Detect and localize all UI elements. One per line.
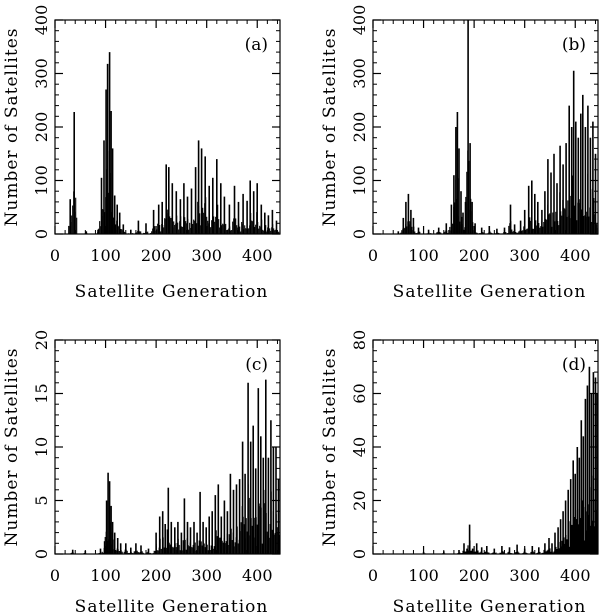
- y-axis-title: Number of Satellites: [2, 348, 22, 547]
- panel-c: 0 100 200 300 400 0 5 10 15 20 (c) Satellite Genera…: [2, 330, 281, 616]
- x-tick-label: 0: [50, 246, 60, 265]
- y-tick-label: 200: [350, 112, 369, 143]
- y-tick-label: 20: [32, 330, 51, 350]
- x-tick-label: 0: [50, 566, 60, 585]
- x-tick-label: 400: [242, 566, 273, 585]
- x-tick-label: 300: [191, 246, 222, 265]
- x-axis-title: Satellite Generation: [75, 597, 269, 616]
- x-tick-label: 300: [509, 246, 540, 265]
- x-tick-label: 100: [408, 566, 439, 585]
- x-tick-label: 100: [90, 566, 121, 585]
- y-axis: 0 20 40 60 80: [350, 330, 598, 559]
- x-axis-title: Satellite Generation: [393, 597, 587, 616]
- panel-label: (b): [562, 35, 586, 55]
- y-tick-label: 10: [32, 437, 51, 457]
- panel-a: 0 100 200 300 400 0 100 200 300 400 (a) Satellite G…: [2, 5, 281, 302]
- y-tick-label: 0: [32, 229, 51, 239]
- y-tick-label: 400: [350, 5, 369, 36]
- x-axis: 0 100 200 300 400: [368, 340, 596, 585]
- y-axis-title: Number of Satellites: [320, 28, 340, 227]
- x-axis: 0 100 200 300 400: [368, 20, 596, 265]
- y-axis-title: Number of Satellites: [2, 28, 22, 227]
- bars: [397, 20, 599, 234]
- y-axis-title: Number of Satellites: [320, 348, 340, 547]
- x-axis-title: Satellite Generation: [75, 282, 269, 302]
- panel-b: 0 100 200 300 400 0 100 200 300 400 (b) Satellite G…: [320, 5, 599, 302]
- y-tick-label: 400: [32, 5, 51, 36]
- y-tick-label: 0: [32, 549, 51, 559]
- y-tick-label: 100: [350, 165, 369, 196]
- x-tick-label: 100: [90, 246, 121, 265]
- y-tick-label: 60: [350, 383, 369, 403]
- y-tick-label: 20: [350, 490, 369, 510]
- x-axis: 0 100 200 300 400: [50, 20, 278, 265]
- x-axis: 0 100 200 300 400: [50, 340, 278, 585]
- panel-d: 0 100 200 300 400 0 20 40 60 80 (d) Satellite Gener…: [320, 330, 599, 616]
- y-tick-label: 200: [32, 112, 51, 143]
- x-tick-label: 100: [408, 246, 439, 265]
- x-tick-label: 200: [141, 566, 172, 585]
- y-tick-label: 80: [350, 330, 369, 350]
- y-axis: 0 100 200 300 400: [32, 5, 280, 239]
- x-tick-label: 200: [459, 566, 490, 585]
- y-tick-label: 300: [350, 58, 369, 89]
- x-tick-label: 300: [191, 566, 222, 585]
- y-tick-label: 40: [350, 437, 369, 457]
- panel-label: (a): [245, 35, 268, 55]
- y-tick-label: 5: [32, 495, 51, 505]
- x-axis-title: Satellite Generation: [393, 282, 587, 302]
- y-axis: 0 5 10 15 20: [32, 330, 280, 559]
- x-tick-label: 0: [368, 566, 378, 585]
- x-tick-label: 200: [141, 246, 172, 265]
- x-tick-label: 400: [560, 246, 591, 265]
- bars: [70, 379, 280, 554]
- y-tick-label: 100: [32, 165, 51, 196]
- y-axis: 0 100 200 300 400: [350, 5, 598, 239]
- y-tick-label: 0: [350, 229, 369, 239]
- x-tick-label: 300: [509, 566, 540, 585]
- x-tick-label: 200: [459, 246, 490, 265]
- x-tick-label: 400: [242, 246, 273, 265]
- panel-label: (c): [245, 355, 268, 375]
- bars: [422, 366, 598, 554]
- x-tick-label: 400: [560, 566, 591, 585]
- y-tick-label: 300: [32, 58, 51, 89]
- y-tick-label: 0: [350, 549, 369, 559]
- x-tick-label: 0: [368, 246, 378, 265]
- bars: [68, 52, 280, 234]
- panel-label: (d): [562, 355, 586, 375]
- y-tick-label: 15: [32, 383, 51, 403]
